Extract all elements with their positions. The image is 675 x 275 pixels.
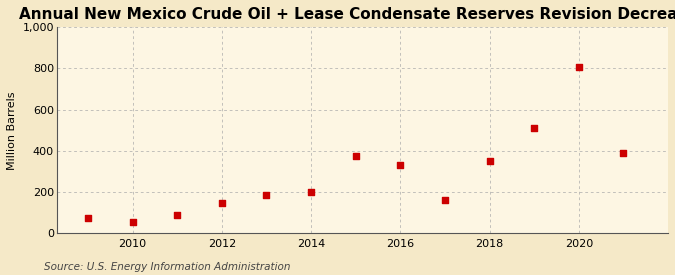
- Point: [127, 220, 138, 224]
- Point: [172, 213, 183, 217]
- Point: [350, 154, 361, 158]
- Title: Annual New Mexico Crude Oil + Lease Condensate Reserves Revision Decreases: Annual New Mexico Crude Oil + Lease Cond…: [19, 7, 675, 22]
- Point: [618, 151, 629, 155]
- Text: Source: U.S. Energy Information Administration: Source: U.S. Energy Information Administ…: [44, 262, 290, 272]
- Point: [439, 198, 450, 202]
- Point: [82, 216, 93, 220]
- Point: [217, 201, 227, 206]
- Y-axis label: Million Barrels: Million Barrels: [7, 91, 17, 169]
- Point: [261, 193, 272, 197]
- Point: [395, 163, 406, 167]
- Point: [529, 126, 539, 130]
- Point: [484, 159, 495, 163]
- Point: [574, 65, 585, 70]
- Point: [306, 190, 317, 194]
